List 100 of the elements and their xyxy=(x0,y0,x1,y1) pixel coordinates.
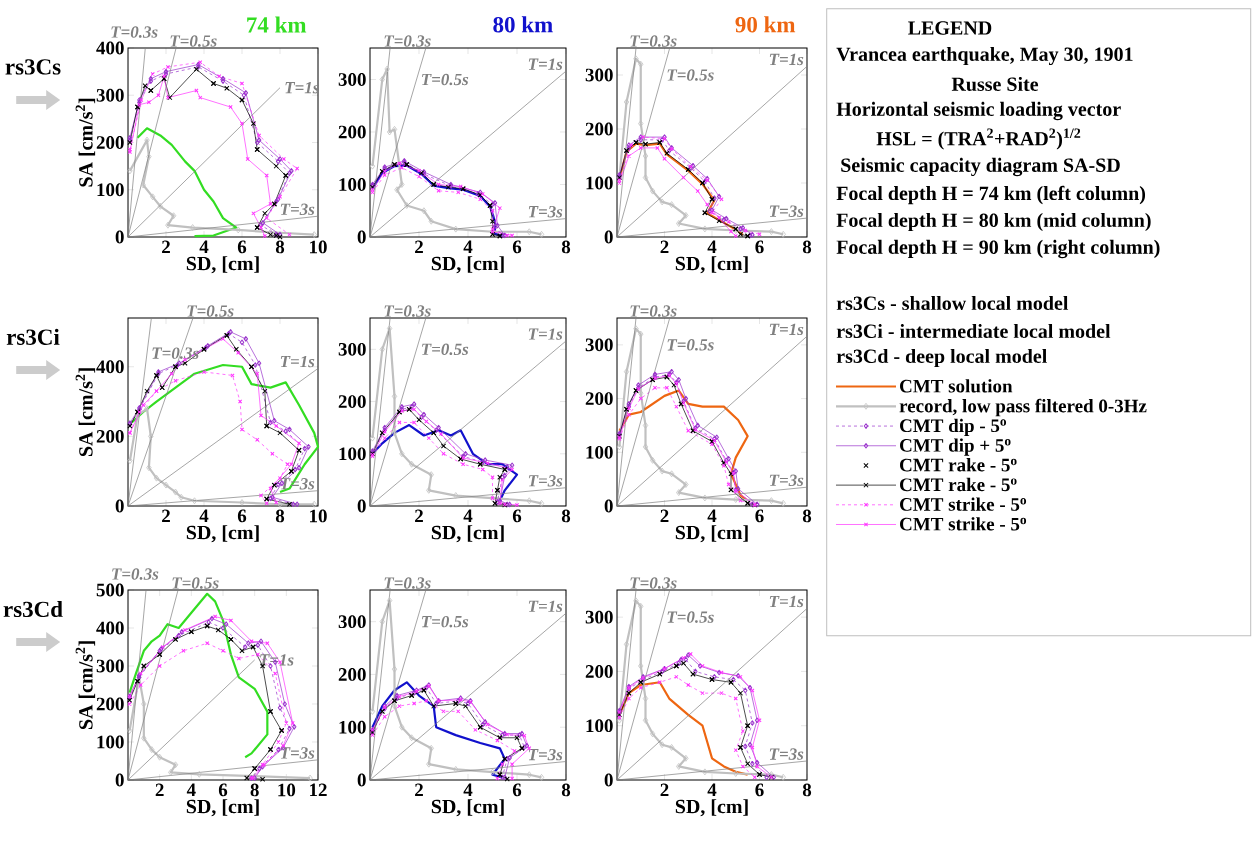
annotation: T=1s xyxy=(528,328,563,340)
annotation: T=0.5s xyxy=(667,611,714,623)
y-tick-label: 100 xyxy=(586,719,613,733)
legend-label: CMT dip - 5$^{o}$ xyxy=(900,418,1007,436)
y-tick-label: 200 xyxy=(338,125,366,139)
text: rs3Ci - intermediate local model xyxy=(836,323,1111,339)
y-tick-label: 200 xyxy=(338,395,366,408)
y-tick-label: 300 xyxy=(338,73,366,86)
annotation: T=3s xyxy=(769,205,804,217)
annotation: T=3s xyxy=(280,747,315,759)
x-tick-label: 4 xyxy=(707,240,717,254)
y-tick-label: 500 xyxy=(96,583,124,597)
annotation: T=3s xyxy=(769,748,804,760)
annotation: T=1s xyxy=(528,600,563,613)
x-tick-label: 8 xyxy=(802,783,812,797)
y-tick-label: 400 xyxy=(96,41,124,55)
y-tick-label: 100 xyxy=(586,445,613,459)
x-tick-label: 6 xyxy=(512,783,522,797)
annotation: T=0.3s xyxy=(384,35,431,47)
x-tick-label: 8 xyxy=(275,240,285,254)
annotation: T=0.5s xyxy=(422,73,469,86)
y-tick-label: 0 xyxy=(604,773,613,787)
y-tick-label: 0 xyxy=(115,773,124,787)
annotation: T=0.5s xyxy=(422,343,469,356)
annotation: T=3s xyxy=(528,748,563,761)
y-tick-label: 300 xyxy=(338,615,366,629)
annotation: T=0.5s xyxy=(170,35,217,47)
text: Focal depth H = 90 km (right column) xyxy=(836,239,1160,259)
y-tick-label: 0 xyxy=(115,230,124,244)
x-tick-label: 8 xyxy=(561,240,571,254)
x-tick-label: 4 xyxy=(199,509,209,523)
y-tick-label: 100 xyxy=(97,735,124,749)
x-tick-label: 6 xyxy=(755,240,764,254)
y-tick-label: 200 xyxy=(96,429,124,443)
annotation: T=3s xyxy=(769,474,804,486)
x-tick-label: 2 xyxy=(162,240,170,254)
x-tick-label: 6 xyxy=(512,240,522,254)
text: Horizontal seismic loading vector xyxy=(836,101,1121,121)
text: Focal depth H = 80 km (mid column) xyxy=(836,212,1151,232)
y-tick-label: 200 xyxy=(585,392,613,405)
x-axis-title: SD, [cm] xyxy=(186,799,259,817)
x-tick-label: 10 xyxy=(278,783,296,797)
x-tick-label: 2 xyxy=(162,509,170,523)
y-tick-label: 100 xyxy=(339,720,366,734)
x-tick-label: 4 xyxy=(707,783,717,797)
x-axis-title: SD, [cm] xyxy=(675,525,748,543)
y-tick-label: 300 xyxy=(96,88,124,102)
legend-label: CMT solution xyxy=(900,379,1013,393)
text: HSL = (TRA$^{2}$+RAD$^{2}$)$^{1/2}$ xyxy=(876,128,1081,150)
x-tick-label: 6 xyxy=(237,509,247,523)
text: rs3Ci xyxy=(6,328,60,345)
annotation: T=0.3s xyxy=(384,577,431,589)
legend-label: CMT dip + 5$^{o}$ xyxy=(900,438,1011,456)
y-tick-label: 200 xyxy=(585,122,613,136)
x-tick-label: 2 xyxy=(415,240,423,254)
y-tick-label: 0 xyxy=(604,230,613,244)
y-tick-label: 300 xyxy=(585,610,613,624)
y-tick-label: 200 xyxy=(585,665,613,678)
x-tick-label: 2 xyxy=(155,783,164,797)
x-tick-label: 2 xyxy=(415,509,423,523)
y-tick-label: 400 xyxy=(96,621,124,635)
annotation: T=1s xyxy=(769,595,804,608)
text: Russe Site xyxy=(951,76,1039,92)
text: rs3Cs - shallow local model xyxy=(836,295,1069,311)
y-tick-label: 400 xyxy=(96,360,124,374)
annotation: T=0.3s xyxy=(152,347,199,359)
x-tick-label: 8 xyxy=(802,509,812,523)
y-tick-label: 100 xyxy=(586,176,613,190)
annotation: T=3s xyxy=(528,206,563,218)
annotation: T=3s xyxy=(280,203,315,216)
annotation: T=0.5s xyxy=(667,339,714,351)
annotation: T=1s xyxy=(769,323,804,336)
x-tick-label: 10 xyxy=(310,240,327,254)
annotation: T=0.5s xyxy=(667,69,714,81)
x-tick-label: 2 xyxy=(660,240,669,254)
annotation: T=0.3s xyxy=(384,305,431,317)
annotation: T=0.3s xyxy=(630,35,677,47)
x-tick-label: 4 xyxy=(186,783,196,797)
y-tick-label: 0 xyxy=(357,230,366,244)
chart-title: 74 km xyxy=(247,16,307,33)
annotation: T=0.3s xyxy=(630,305,677,317)
x-tick-label: 8 xyxy=(561,509,571,523)
y-tick-label: 0 xyxy=(115,499,124,513)
y-tick-label: 200 xyxy=(96,697,124,711)
chart-title: 80 km xyxy=(493,16,553,33)
text: Vrancea earthquake, May 30, 1901 xyxy=(836,46,1133,66)
x-tick-label: 6 xyxy=(755,509,764,523)
annotation: T=1s xyxy=(280,355,315,368)
annotation: T=1s xyxy=(528,58,563,70)
text: rs3Cs xyxy=(5,59,61,75)
x-tick-label: 6 xyxy=(237,240,247,254)
x-tick-label: 8 xyxy=(802,240,812,254)
x-axis-title: SD, [cm] xyxy=(186,525,259,543)
x-tick-label: 6 xyxy=(218,783,228,797)
text: LEGEND xyxy=(908,21,992,35)
x-tick-label: 8 xyxy=(561,783,571,797)
annotation: T=0.5s xyxy=(172,577,219,589)
y-tick-label: 300 xyxy=(96,659,124,673)
x-tick-label: 4 xyxy=(707,509,717,523)
y-tick-label: 200 xyxy=(338,668,366,681)
